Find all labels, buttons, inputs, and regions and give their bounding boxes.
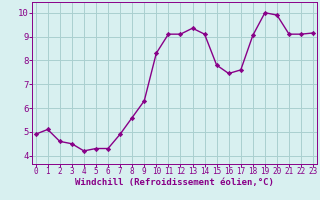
X-axis label: Windchill (Refroidissement éolien,°C): Windchill (Refroidissement éolien,°C) <box>75 178 274 187</box>
